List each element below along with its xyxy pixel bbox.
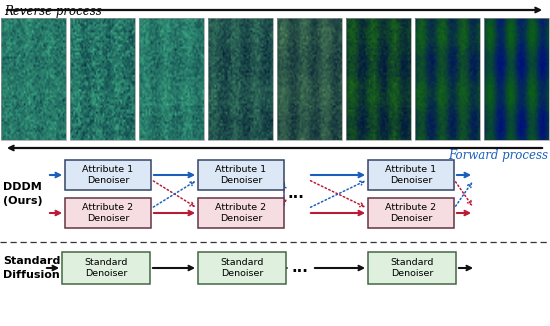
Text: Attribute 1
Denoiser: Attribute 1 Denoiser [216,165,267,185]
Bar [139,18,204,140]
FancyBboxPatch shape [198,160,284,190]
Bar [70,18,135,140]
Text: Standard
Denoiser: Standard Denoiser [221,258,263,278]
Text: Reverse process: Reverse process [4,5,102,18]
Text: Standard
Denoiser: Standard Denoiser [84,258,128,278]
Bar [415,18,480,140]
Text: Attribute 2
Denoiser: Attribute 2 Denoiser [386,203,437,223]
Text: ...: ... [292,260,309,275]
FancyBboxPatch shape [65,198,151,228]
Text: DDDM
(Ours): DDDM (Ours) [3,183,43,206]
FancyBboxPatch shape [65,160,151,190]
Text: Standard
Diffusion: Standard Diffusion [3,257,60,280]
Text: Standard
Denoiser: Standard Denoiser [390,258,434,278]
Text: ...: ... [288,186,305,201]
FancyBboxPatch shape [368,198,454,228]
Text: Forward process: Forward process [448,149,548,162]
FancyBboxPatch shape [198,198,284,228]
Bar [277,18,342,140]
FancyBboxPatch shape [368,160,454,190]
Text: Attribute 2
Denoiser: Attribute 2 Denoiser [82,203,134,223]
Bar [1,18,66,140]
Text: Attribute 2
Denoiser: Attribute 2 Denoiser [216,203,267,223]
Text: Attribute 1
Denoiser: Attribute 1 Denoiser [386,165,437,185]
FancyBboxPatch shape [368,252,456,284]
Bar [346,18,411,140]
Text: Attribute 1
Denoiser: Attribute 1 Denoiser [82,165,134,185]
Bar [208,18,273,140]
FancyBboxPatch shape [62,252,150,284]
FancyBboxPatch shape [198,252,286,284]
Bar [484,18,549,140]
